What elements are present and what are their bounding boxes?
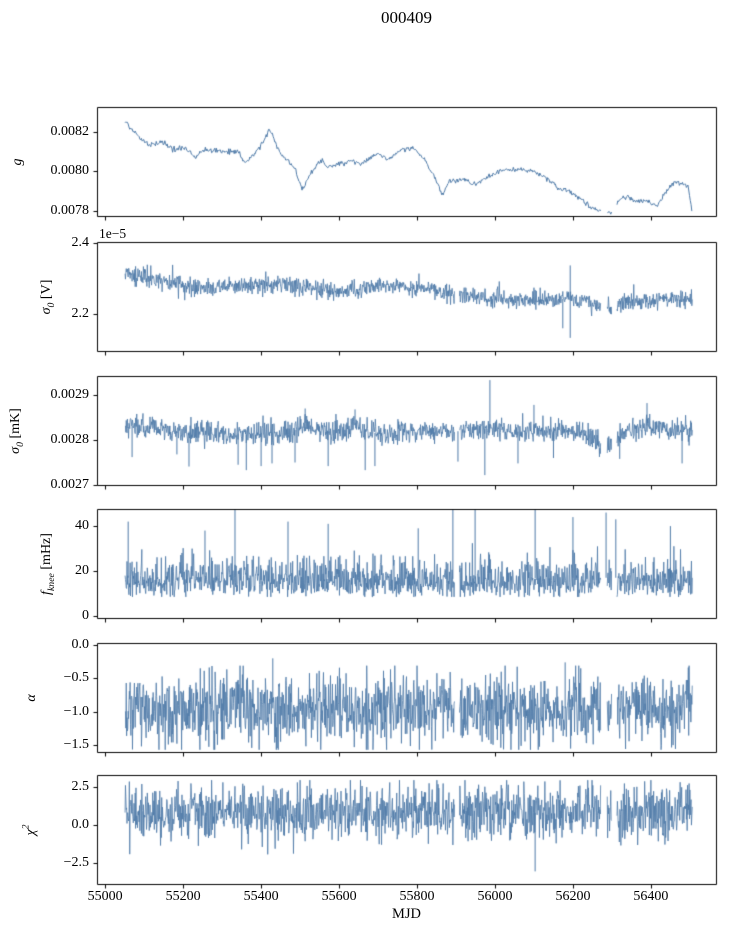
figure-title: 000409 [381,8,432,27]
x-tick-label: 56000 [477,889,513,904]
y-tick-label: 2.5 [71,779,90,794]
y-axis-label-gain: g [10,158,25,165]
y-axis-label-f-knee: fknee [mHz] [39,532,57,595]
x-axis-label: MJD [391,906,421,922]
y-tick-label: 0 [82,607,89,623]
y-tick-label: 2.4 [71,235,90,251]
y-tick-label: −1.5 [63,737,89,753]
y-tick-label: 0.0 [71,637,90,652]
y-tick-label: −1.0 [63,703,89,719]
x-tick-label: 55800 [399,889,435,904]
y-axis-label-sigma0-volts: σ0 [V] [39,279,57,314]
y-axis-label-sigma0-mK: σ0 [mK] [8,407,26,454]
y-tick-label: 0.0082 [50,123,90,139]
x-tick-label: 55000 [87,889,123,904]
y-tick-label: 0.0028 [50,431,90,447]
y-axis-label-alpha: α [24,693,39,702]
x-tick-label: 56400 [633,889,669,904]
y-tick-label: 0.0078 [50,203,90,219]
x-tick-label: 55600 [321,889,357,904]
y-tick-label: 0.0029 [50,386,90,402]
y-tick-label: 2.2 [71,306,90,322]
y-tick-label: 20 [75,563,89,579]
y-tick-label: −2.5 [63,855,89,871]
y-tick-label: 0.0027 [50,477,90,492]
y-tick-label: 0.0 [71,817,90,832]
x-tick-label: 55400 [243,889,279,904]
y-tick-label: 0.0080 [50,163,90,179]
y-axis-offset-text: 1e−5 [99,226,127,241]
x-tick-label: 55200 [165,889,201,904]
x-tick-label: 56200 [555,889,591,904]
y-tick-label: 40 [75,518,89,534]
y-tick-label: −0.5 [63,670,89,686]
y-axis-label-chi-squared: χ2 [20,823,39,836]
